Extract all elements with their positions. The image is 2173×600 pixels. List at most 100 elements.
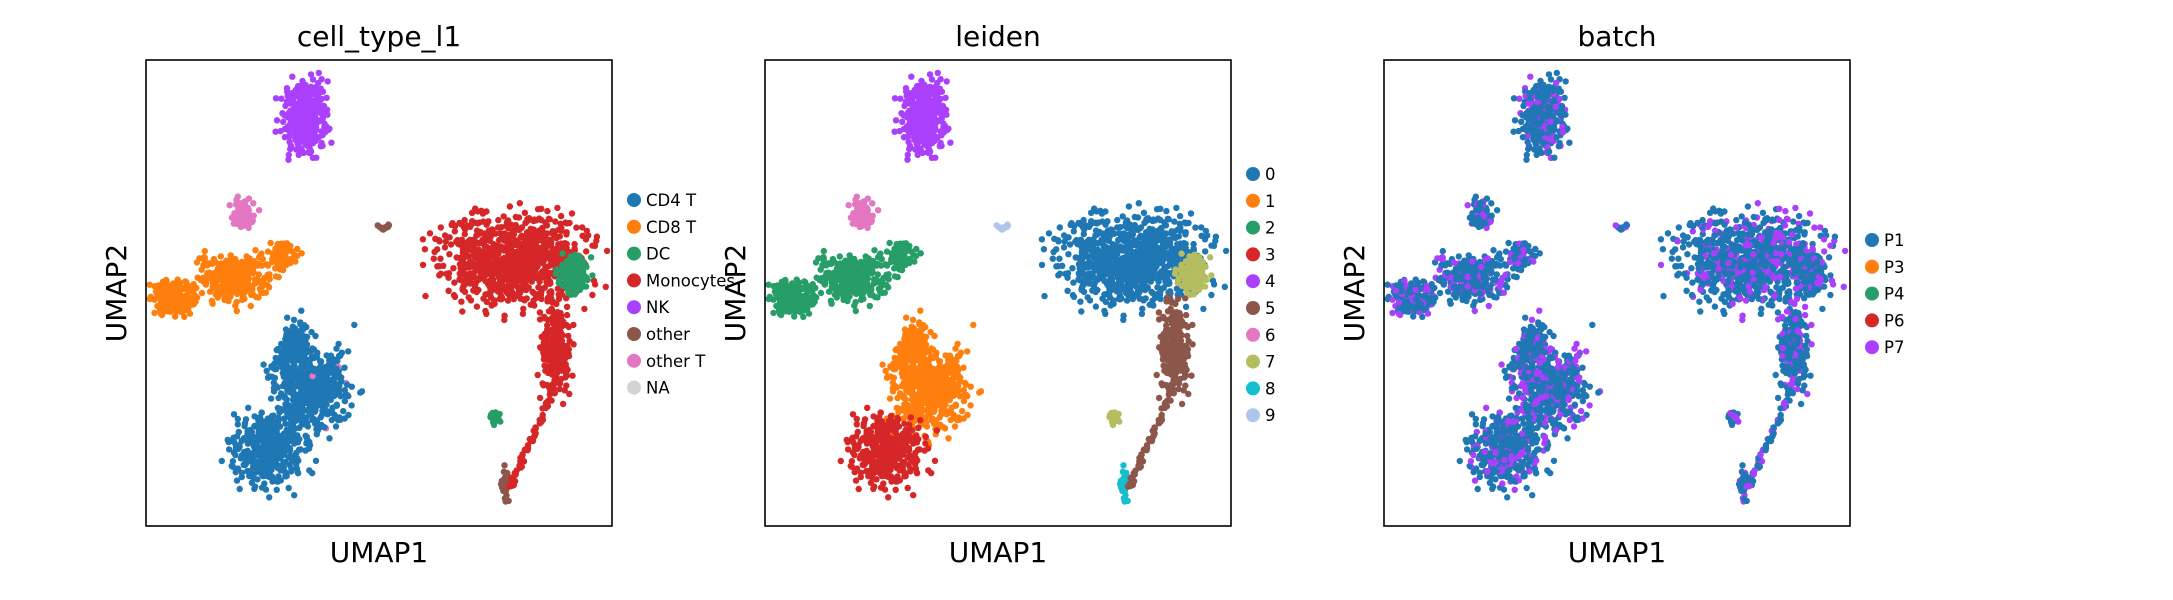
point-CD8-T bbox=[154, 287, 162, 294]
point-CD8-T bbox=[273, 254, 280, 261]
point-Monocytes bbox=[442, 238, 449, 245]
point-1 bbox=[950, 386, 957, 393]
point-Monocytes bbox=[532, 424, 539, 431]
point-CD8-T bbox=[172, 313, 179, 320]
point-CD4-T bbox=[316, 393, 323, 401]
point-NK bbox=[324, 78, 331, 85]
point-NK bbox=[317, 110, 325, 117]
point-NK bbox=[315, 118, 322, 125]
point-Monocytes bbox=[593, 233, 601, 240]
point-CD4-T bbox=[294, 391, 301, 398]
point-CD4-T bbox=[321, 424, 328, 431]
point-Monocytes bbox=[447, 241, 455, 248]
point-4 bbox=[897, 95, 904, 102]
point-4 bbox=[908, 73, 915, 80]
point-CD8-T bbox=[272, 245, 279, 252]
legend-label: DC bbox=[646, 245, 670, 264]
point-Monocytes bbox=[540, 339, 547, 346]
point-Monocytes bbox=[450, 291, 458, 299]
point-Monocytes bbox=[497, 243, 505, 250]
point-Monocytes bbox=[536, 257, 543, 265]
point-CD4-T bbox=[281, 394, 288, 401]
point-2 bbox=[765, 281, 772, 288]
point-NK bbox=[318, 95, 325, 103]
point-CD4-T bbox=[250, 440, 257, 447]
point-CD4-T bbox=[311, 354, 318, 361]
point-Monocytes bbox=[541, 345, 549, 352]
point-Monocytes bbox=[419, 261, 427, 269]
point-Monocytes bbox=[525, 275, 533, 282]
point-2 bbox=[819, 278, 826, 285]
point-Monocytes bbox=[563, 295, 570, 302]
point-2 bbox=[877, 283, 885, 291]
point-Monocytes bbox=[463, 246, 471, 254]
point-CD4-T bbox=[274, 404, 281, 412]
point-Monocytes bbox=[553, 340, 560, 347]
point-CD4-T bbox=[264, 451, 271, 458]
point-DC bbox=[576, 258, 583, 265]
point-CD8-T bbox=[219, 275, 226, 283]
point-CD4-T bbox=[308, 379, 316, 387]
point-DC bbox=[552, 270, 560, 277]
point-1 bbox=[938, 411, 945, 418]
legend-marker bbox=[627, 193, 641, 207]
point-Monocytes bbox=[471, 283, 479, 290]
point-CD4-T bbox=[273, 486, 280, 493]
point-CD4-T bbox=[314, 378, 321, 385]
point-NK bbox=[306, 86, 313, 94]
point-Monocytes bbox=[523, 229, 531, 236]
point-CD4-T bbox=[282, 420, 289, 427]
point-CD8-T bbox=[206, 288, 214, 295]
point-CD8-T bbox=[242, 281, 250, 288]
point-4 bbox=[926, 148, 934, 155]
point-CD4-T bbox=[280, 430, 288, 437]
point-CD4-T bbox=[320, 389, 327, 396]
point-2 bbox=[784, 299, 791, 306]
point-CD4-T bbox=[273, 443, 280, 450]
point-4 bbox=[937, 139, 944, 147]
point-CD8-T bbox=[206, 269, 213, 276]
point-NK bbox=[309, 104, 316, 112]
point-4 bbox=[934, 118, 941, 125]
point-CD8-T bbox=[174, 296, 182, 303]
point-Monocytes bbox=[551, 323, 558, 330]
point-Monocytes bbox=[536, 420, 543, 427]
point-Monocytes bbox=[505, 273, 513, 280]
point-other bbox=[379, 225, 387, 232]
point-CD4-T bbox=[254, 450, 262, 457]
point-4 bbox=[896, 127, 903, 135]
point-Monocytes bbox=[542, 268, 549, 275]
point-CD8-T bbox=[146, 295, 153, 303]
point-Monocytes bbox=[453, 254, 460, 261]
point-2 bbox=[857, 258, 865, 266]
point-CD8-T bbox=[168, 289, 176, 296]
point-CD4-T bbox=[266, 426, 273, 434]
point-Monocytes bbox=[483, 298, 490, 306]
point-4 bbox=[925, 86, 932, 94]
point-CD4-T bbox=[333, 365, 340, 372]
point-CD8-T bbox=[160, 288, 167, 295]
point-Monocytes bbox=[530, 297, 537, 304]
point-Monocytes bbox=[477, 265, 484, 273]
point-CD4-T bbox=[286, 356, 294, 363]
point-Monocytes bbox=[534, 371, 541, 379]
point-2 bbox=[787, 289, 795, 296]
point-NK bbox=[289, 73, 296, 80]
point-Monocytes bbox=[441, 232, 449, 239]
point-CD4-T bbox=[348, 402, 355, 409]
point-Monocytes bbox=[589, 291, 596, 299]
point-CD4-T bbox=[316, 364, 324, 371]
point-Monocytes bbox=[422, 292, 429, 300]
point-Monocytes bbox=[467, 297, 475, 304]
point-CD8-T bbox=[186, 286, 194, 294]
point-2 bbox=[872, 293, 879, 301]
point-Monocytes bbox=[511, 269, 518, 276]
point-CD8-T bbox=[209, 273, 217, 281]
point-Monocytes bbox=[579, 224, 586, 231]
point-4 bbox=[940, 129, 948, 136]
point-CD4-T bbox=[308, 328, 315, 336]
point-4 bbox=[914, 151, 921, 158]
point-Monocytes bbox=[557, 309, 564, 317]
point-Monocytes bbox=[472, 240, 479, 247]
